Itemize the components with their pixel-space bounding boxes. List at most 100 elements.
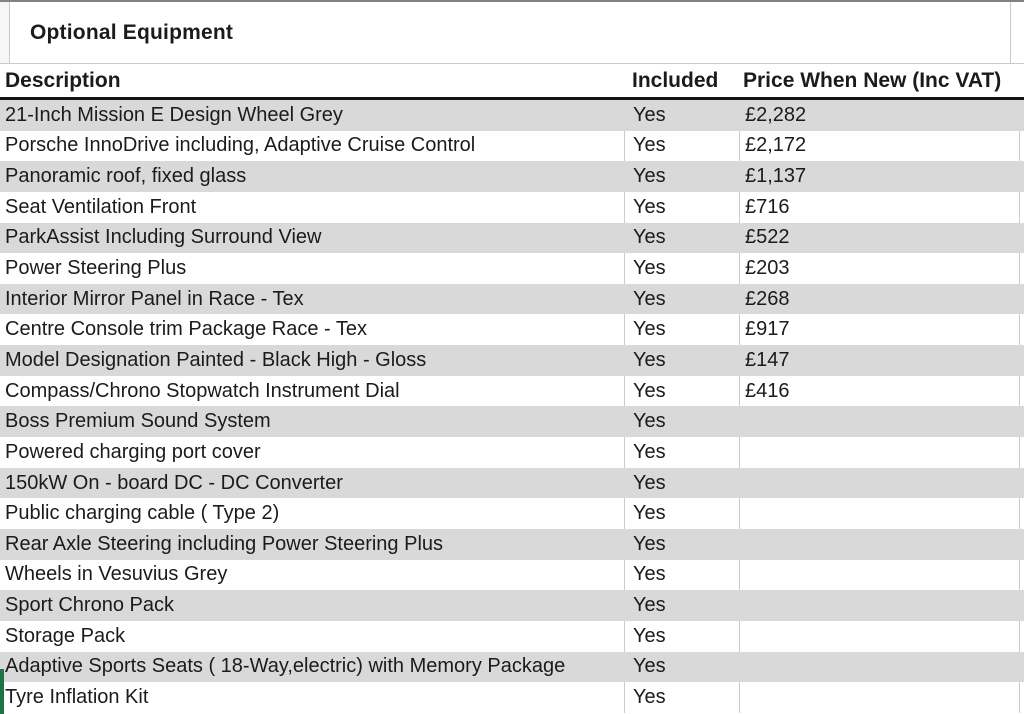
price-cell[interactable]: £416 bbox=[740, 375, 1020, 407]
selection-indicator bbox=[0, 669, 4, 714]
price-cell[interactable]: £716 bbox=[740, 191, 1020, 223]
row-right-spacer bbox=[1020, 652, 1024, 683]
page-title: Optional Equipment bbox=[30, 20, 234, 44]
description-cell[interactable]: Centre Console trim Package Race - Tex bbox=[0, 314, 625, 346]
included-cell[interactable]: Yes bbox=[633, 532, 666, 555]
price-cell[interactable] bbox=[740, 468, 1020, 499]
included-cell[interactable]: Yes bbox=[625, 559, 740, 591]
price-cell[interactable]: £147 bbox=[745, 348, 790, 371]
table-row: Panoramic roof, fixed glass Yes £1,137 bbox=[0, 161, 1024, 192]
description-cell[interactable]: Storage Pack bbox=[0, 620, 625, 652]
description-cell[interactable]: Compass/Chrono Stopwatch Instrument Dial bbox=[0, 375, 625, 407]
description-cell[interactable]: Tyre Inflation Kit bbox=[0, 682, 625, 713]
included-cell[interactable]: Yes bbox=[625, 437, 740, 468]
table-row: Interior Mirror Panel in Race - Tex Yes £2… bbox=[0, 283, 1024, 315]
row-right-spacer bbox=[1020, 223, 1024, 254]
row-right-spacer bbox=[1020, 253, 1024, 284]
included-cell[interactable]: Yes bbox=[633, 471, 666, 494]
table-row: Powered charging port cover Yes bbox=[0, 437, 1024, 468]
price-cell[interactable] bbox=[740, 406, 1020, 437]
price-cell[interactable]: £522 bbox=[745, 226, 790, 249]
description-cell[interactable]: Boss Premium Sound System bbox=[5, 410, 271, 433]
included-cell[interactable]: Yes bbox=[625, 191, 740, 223]
row-right-spacer bbox=[1020, 468, 1024, 499]
description-cell[interactable]: Porsche InnoDrive including, Adaptive Cr… bbox=[0, 130, 625, 162]
column-header-price[interactable]: Price When New (Inc VAT) bbox=[743, 68, 1002, 92]
row-right-spacer bbox=[1020, 284, 1024, 315]
price-cell[interactable] bbox=[740, 559, 1020, 591]
table-row: Model Designation Painted - Black High -… bbox=[0, 345, 1024, 376]
price-cell[interactable] bbox=[740, 652, 1020, 683]
table-row: Wheels in Vesuvius Grey Yes bbox=[0, 559, 1024, 591]
column-a-sliver bbox=[0, 2, 10, 63]
top-border-line bbox=[0, 0, 1024, 2]
table-row: Sport Chrono Pack Yes bbox=[0, 590, 1024, 621]
table-row: Compass/Chrono Stopwatch Instrument Dial… bbox=[0, 375, 1024, 407]
price-cell[interactable] bbox=[740, 620, 1020, 652]
description-cell[interactable]: Wheels in Vesuvius Grey bbox=[0, 559, 625, 591]
included-cell[interactable]: Yes bbox=[625, 620, 740, 652]
table-row: Porsche InnoDrive including, Adaptive Cr… bbox=[0, 130, 1024, 162]
included-cell[interactable]: Yes bbox=[633, 103, 666, 126]
description-cell[interactable]: Public charging cable ( Type 2) bbox=[0, 498, 625, 529]
included-cell[interactable]: Yes bbox=[633, 410, 666, 433]
row-right-spacer bbox=[1020, 376, 1024, 407]
description-cell[interactable]: Rear Axle Steering including Power Steer… bbox=[5, 532, 444, 555]
price-cell[interactable] bbox=[740, 437, 1020, 468]
price-cell[interactable] bbox=[740, 682, 1020, 713]
table-row: Tyre Inflation Kit Yes bbox=[0, 682, 1024, 713]
description-cell[interactable]: Adaptive Sports Seats ( 18-Way,electric)… bbox=[5, 655, 566, 678]
description-cell[interactable]: Powered charging port cover bbox=[0, 437, 625, 468]
row-right-spacer bbox=[1020, 682, 1024, 713]
column-header-included[interactable]: Included bbox=[632, 68, 719, 92]
row-right-spacer bbox=[1020, 437, 1024, 468]
included-cell[interactable]: Yes bbox=[625, 130, 740, 162]
row-right-spacer bbox=[1020, 406, 1024, 437]
included-cell[interactable]: Yes bbox=[625, 314, 740, 346]
description-cell[interactable]: 150kW On - board DC - DC Converter bbox=[5, 471, 343, 494]
price-cell[interactable]: £2,172 bbox=[740, 130, 1020, 162]
included-cell[interactable]: Yes bbox=[625, 498, 740, 529]
table-row: 150kW On - board DC - DC Converter Yes bbox=[0, 467, 1024, 499]
price-cell[interactable]: £1,137 bbox=[745, 165, 807, 188]
description-cell[interactable]: Model Designation Painted - Black High -… bbox=[5, 348, 427, 371]
description-cell[interactable]: Seat Ventilation Front bbox=[0, 191, 625, 223]
included-cell[interactable]: Yes bbox=[633, 287, 666, 310]
table-body: 21-Inch Mission E Design Wheel Grey Yes £2… bbox=[0, 100, 1024, 713]
description-cell[interactable]: ParkAssist Including Surround View bbox=[5, 226, 322, 249]
price-cell[interactable] bbox=[740, 529, 1020, 560]
description-cell[interactable]: Panoramic roof, fixed glass bbox=[5, 165, 247, 188]
price-cell[interactable]: £203 bbox=[740, 253, 1020, 284]
included-cell[interactable]: Yes bbox=[625, 253, 740, 284]
price-cell[interactable]: £2,282 bbox=[745, 103, 807, 126]
included-cell[interactable]: Yes bbox=[625, 682, 740, 713]
table-row: ParkAssist Including Surround View Yes £52… bbox=[0, 222, 1024, 254]
title-row[interactable]: Optional Equipment bbox=[0, 2, 1024, 64]
included-cell[interactable]: Yes bbox=[625, 375, 740, 407]
row-right-spacer bbox=[1020, 498, 1024, 529]
row-right-spacer bbox=[1020, 560, 1024, 591]
table-row: 21-Inch Mission E Design Wheel Grey Yes £2… bbox=[0, 100, 1024, 131]
included-cell[interactable]: Yes bbox=[633, 594, 666, 617]
description-cell[interactable]: Power Steering Plus bbox=[0, 253, 625, 284]
included-cell[interactable]: Yes bbox=[633, 655, 666, 678]
table-header-row: Description Included Price When New (Inc… bbox=[0, 64, 1024, 100]
price-cell[interactable] bbox=[740, 590, 1020, 621]
row-right-spacer bbox=[1020, 100, 1024, 131]
table-row: Boss Premium Sound System Yes bbox=[0, 406, 1024, 438]
row-right-spacer bbox=[1020, 314, 1024, 345]
price-cell[interactable]: £917 bbox=[740, 314, 1020, 346]
table-row: Rear Axle Steering including Power Steer… bbox=[0, 528, 1024, 560]
column-header-description[interactable]: Description bbox=[5, 68, 121, 92]
row-right-spacer bbox=[1020, 590, 1024, 621]
included-cell[interactable]: Yes bbox=[633, 226, 666, 249]
description-cell[interactable]: Sport Chrono Pack bbox=[5, 594, 174, 617]
description-cell[interactable]: Interior Mirror Panel in Race - Tex bbox=[5, 287, 304, 310]
table-row: Seat Ventilation Front Yes £716 bbox=[0, 191, 1024, 223]
price-cell[interactable]: £268 bbox=[745, 287, 790, 310]
description-cell[interactable]: 21-Inch Mission E Design Wheel Grey bbox=[5, 103, 343, 126]
included-cell[interactable]: Yes bbox=[633, 348, 666, 371]
price-cell[interactable] bbox=[740, 498, 1020, 529]
included-cell[interactable]: Yes bbox=[633, 165, 666, 188]
